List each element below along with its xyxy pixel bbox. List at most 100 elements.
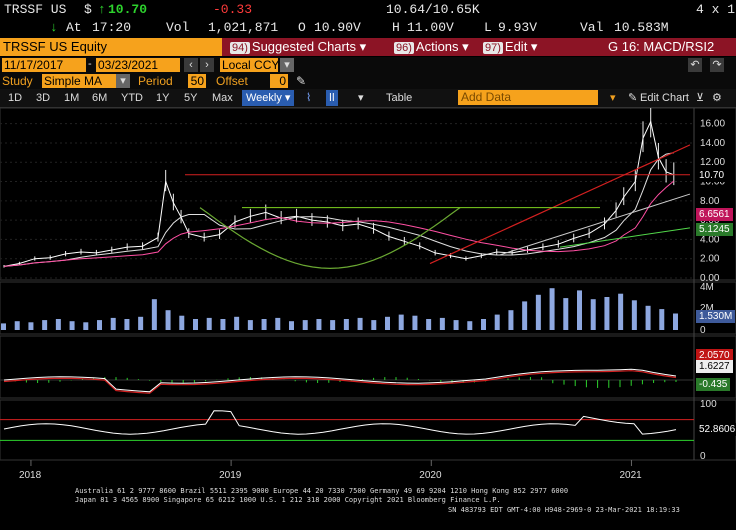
- bid-ask-size: 4 x 1: [696, 2, 736, 17]
- edit-chart-button[interactable]: Edit Chart: [640, 92, 689, 104]
- volume-bar: [28, 322, 34, 330]
- price-tick-label: 16.00: [700, 119, 725, 130]
- volume-bar: [604, 297, 610, 330]
- at-label: At: [66, 20, 82, 35]
- rsi-tick-label: 0: [700, 451, 706, 462]
- chevron-down-icon[interactable]: ▾: [116, 74, 130, 88]
- chevron-down-icon[interactable]: ▾: [280, 58, 294, 72]
- ticker-symbol[interactable]: TRSSF US: [4, 2, 67, 17]
- undo-icon[interactable]: ↶: [688, 58, 702, 72]
- last-price: 10.70: [108, 2, 148, 17]
- price-tick-label: 4.00: [700, 234, 720, 245]
- edit-number: 97): [483, 42, 503, 54]
- quote-line: ↓ At 17:20 Vol 1,021,871 O 10.90V H 11.0…: [0, 19, 736, 38]
- macd-signal-line: [3, 370, 677, 394]
- volume-bar: [343, 319, 349, 330]
- bar-chart-icon[interactable]: ǀǀ: [326, 90, 338, 106]
- volume-bar: [124, 319, 130, 330]
- edit-menu[interactable]: 97) Edit ▾: [483, 38, 537, 56]
- frequency-select[interactable]: Weekly ▾: [242, 90, 295, 106]
- security-name-field[interactable]: TRSSF US Equity: [0, 38, 222, 56]
- pencil-icon[interactable]: ✎: [296, 74, 307, 88]
- volume-bar: [234, 316, 240, 330]
- range-6m[interactable]: 6M: [92, 92, 108, 104]
- range-3d[interactable]: 3D: [36, 92, 51, 104]
- value-label: Val: [580, 20, 604, 35]
- volume-bar: [110, 317, 116, 330]
- chevron-down-icon[interactable]: ▾: [610, 92, 616, 104]
- volume-bar: [563, 298, 569, 330]
- forward-arrow-icon[interactable]: ›: [200, 58, 214, 72]
- chevron-down-icon[interactable]: ▾: [358, 92, 364, 104]
- edit-label: Edit: [504, 39, 528, 54]
- range-max[interactable]: Max: [212, 92, 233, 104]
- trendline-red: [429, 144, 691, 265]
- period-input[interactable]: 50: [188, 74, 206, 88]
- chart-area[interactable]: 16.0014.0012.0010.008.006.004.002.000.00…: [0, 108, 736, 486]
- moving-average-long: [3, 180, 675, 267]
- range-1d[interactable]: 1D: [8, 92, 23, 104]
- add-data-input[interactable]: Add Data: [458, 90, 598, 105]
- share-icon[interactable]: ⊻: [696, 92, 705, 104]
- last-price-tag: 10.70: [696, 168, 728, 182]
- actions-menu[interactable]: 96) Actions ▾: [394, 38, 469, 56]
- currency-sign: $: [84, 2, 92, 17]
- volume-bar: [439, 317, 445, 330]
- macd-signal-tag: 1.6227: [696, 360, 733, 373]
- volume-bar: [97, 320, 102, 330]
- chevron-down-icon: ▾: [458, 39, 469, 54]
- bid-ask: 10.64/10.65K: [386, 2, 480, 17]
- study-select[interactable]: Simple MA: [42, 74, 116, 88]
- start-date-input[interactable]: 11/17/2017: [2, 58, 86, 72]
- volume-bar: [275, 317, 281, 330]
- open-label: O: [298, 20, 306, 35]
- settings-icon[interactable]: ⚙: [712, 92, 722, 104]
- volume-bar: [220, 319, 226, 330]
- volume-bar: [467, 321, 473, 330]
- price-panel: [3, 108, 691, 270]
- volume-bar: [590, 299, 596, 330]
- volume-bar: [83, 322, 89, 330]
- price-tick-label: 10.00: [700, 177, 725, 188]
- up-arrow-icon: ↑: [98, 2, 106, 17]
- x-tick-label: 2018: [19, 470, 42, 481]
- volume-bar: [659, 309, 665, 330]
- range-1m[interactable]: 1M: [64, 92, 80, 104]
- high-label: H: [392, 20, 400, 35]
- offset-input[interactable]: 0: [270, 74, 288, 88]
- table-button[interactable]: Table: [386, 92, 413, 104]
- volume-bar: [179, 315, 185, 330]
- volume-tick-label: 4M: [700, 282, 714, 293]
- range-ytd[interactable]: YTD: [121, 92, 143, 104]
- volume-bar: [165, 310, 171, 330]
- line-chart-icon[interactable]: ⌇: [306, 92, 312, 104]
- price-tick-label: 0.00: [700, 273, 720, 284]
- currency-select[interactable]: Local CCY: [220, 58, 280, 72]
- x-axis: 2018 2019 2020 2021: [19, 460, 642, 481]
- range-5y[interactable]: 5Y: [184, 92, 198, 104]
- volume-bar: [481, 319, 486, 330]
- volume-bar: [426, 319, 432, 330]
- end-date-input[interactable]: 03/23/2021: [96, 58, 180, 72]
- study-label: Study: [2, 74, 33, 88]
- volume-bar: [453, 320, 459, 330]
- pencil-icon[interactable]: ✎: [628, 92, 638, 104]
- x-tick-label: 2021: [619, 470, 642, 481]
- volume-panel: 4M 2M 0: [1, 282, 714, 336]
- study-row: Study Simple MA ▾ Period 50 Offset 0 ✎: [0, 73, 736, 89]
- range-1y[interactable]: 1Y: [156, 92, 170, 104]
- volume-bar: [55, 319, 61, 330]
- suggested-charts-menu[interactable]: 94) Suggested Charts ▾: [230, 38, 366, 56]
- macd-histogram-tag: -0.435: [696, 378, 731, 391]
- price-tick-label: 2.00: [700, 254, 720, 265]
- footer-line-2: Japan 81 3 4565 8900 Singapore 65 6212 1…: [75, 496, 501, 504]
- price-line: [3, 120, 674, 267]
- date-range-row: 11/17/2017 - 03/23/2021 ‹ › Local CCY ▾ …: [0, 57, 736, 73]
- ma-short-tag: 5.1245: [696, 222, 733, 236]
- back-arrow-icon[interactable]: ‹: [184, 58, 198, 72]
- page-code: G 16: MACD/RSI2: [608, 39, 715, 54]
- volume-bar: [535, 294, 541, 330]
- redo-icon[interactable]: ↷: [710, 58, 724, 72]
- price-tick-label: 14.00: [700, 138, 725, 149]
